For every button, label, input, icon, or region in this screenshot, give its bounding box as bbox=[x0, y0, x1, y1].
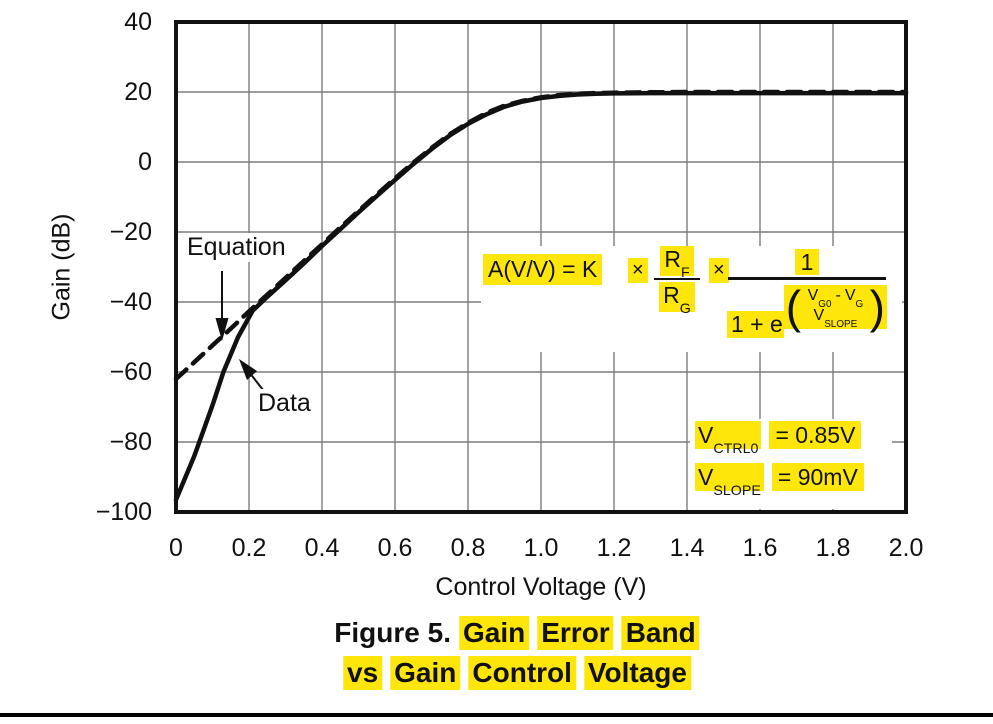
rg-term: RG bbox=[659, 282, 695, 316]
y-tick-label: −60 bbox=[109, 358, 152, 386]
x-tick-label: 2.0 bbox=[888, 534, 924, 562]
vg0-minus-vg: VG0- VG bbox=[807, 286, 864, 310]
x-tick-label: 1.0 bbox=[523, 534, 559, 562]
caption-line-1: Figure 5. Gain Error Band bbox=[334, 616, 700, 650]
y-tick-label: −80 bbox=[109, 428, 152, 456]
equation-lhs: A(V/V) = K bbox=[483, 254, 603, 285]
vslope-symbol: VSLOPE bbox=[695, 463, 764, 498]
caption-line-2: vs Gain Control Voltage bbox=[334, 656, 699, 690]
y-tick-label: 20 bbox=[124, 78, 152, 106]
one-plus-e: 1 + e bbox=[727, 310, 784, 338]
vslope-value: = 90mV bbox=[771, 463, 864, 491]
caption-word: Control bbox=[468, 656, 576, 690]
vslope-term: VSLOPE bbox=[813, 306, 858, 330]
vslope-condition: VSLOPE= 90mV bbox=[695, 463, 864, 498]
conditions-box: VCTRL0= 0.85V VSLOPE= 90mV bbox=[690, 419, 892, 509]
open-paren: ( bbox=[785, 280, 802, 333]
sigmoid-fraction: 1 1 + e ( VG0- VG VSLOPE ) bbox=[727, 249, 887, 338]
data-curve-label: Data bbox=[254, 389, 315, 418]
plot-frame bbox=[174, 20, 908, 514]
rf-rg-fraction: RF RG bbox=[651, 246, 703, 316]
x-tick-label: 0.2 bbox=[231, 534, 267, 562]
x-tick-label: 0.6 bbox=[377, 534, 413, 562]
equation-curve bbox=[173, 89, 909, 382]
rf-term: RF bbox=[660, 246, 694, 280]
caption-word: Gain bbox=[390, 656, 461, 690]
figure-caption: Figure 5. Gain Error Band vs Gain Contro… bbox=[334, 616, 700, 696]
vctrl0-symbol: VCTRL0 bbox=[695, 421, 762, 456]
x-tick-label: 0.8 bbox=[450, 534, 486, 562]
gain-equation: A(V/V) = K × RF RG × 1 1 + e ( VG0- VG VS… bbox=[481, 246, 902, 352]
fraction-bar bbox=[654, 277, 700, 281]
caption-word: Band bbox=[621, 616, 700, 650]
multiply-sign: × bbox=[628, 258, 648, 283]
equation-arrow-head bbox=[215, 318, 229, 341]
vctrl0-value: = 0.85V bbox=[769, 421, 862, 449]
page-divider-rule bbox=[0, 713, 993, 717]
caption-word: Error bbox=[537, 616, 614, 650]
y-tick-label: −100 bbox=[95, 498, 152, 526]
exponent-group: ( VG0- VG VSLOPE ) bbox=[783, 280, 887, 333]
close-paren: ) bbox=[869, 280, 885, 333]
caption-word: vs bbox=[343, 656, 383, 690]
x-tick-label: 1.8 bbox=[815, 534, 851, 562]
data-arrow-head bbox=[239, 359, 257, 380]
y-tick-label: −40 bbox=[109, 288, 152, 316]
x-tick-label: 0.4 bbox=[304, 534, 340, 562]
y-tick-label: 40 bbox=[124, 8, 152, 36]
x-axis-title: Control Voltage (V) bbox=[435, 573, 647, 601]
caption-prefix: Figure 5. bbox=[334, 617, 451, 648]
x-tick-label: 1.2 bbox=[596, 534, 632, 562]
vctrl0-condition: VCTRL0= 0.85V bbox=[695, 421, 862, 456]
x-tick-label: 0 bbox=[169, 534, 183, 562]
numerator-one: 1 bbox=[794, 249, 820, 275]
x-tick-label: 1.6 bbox=[742, 534, 778, 562]
x-tick-label: 1.4 bbox=[669, 534, 705, 562]
y-tick-label: −20 bbox=[109, 218, 152, 246]
multiply-sign: × bbox=[709, 258, 729, 283]
caption-word: Voltage bbox=[583, 656, 691, 690]
y-tick-label: 0 bbox=[138, 148, 152, 176]
fraction-bar bbox=[728, 277, 886, 280]
exponent-fraction: VG0- VG VSLOPE bbox=[803, 286, 868, 330]
sigmoid-denominator: 1 + e ( VG0- VG VSLOPE ) bbox=[727, 280, 887, 338]
equation-curve-label: Equation bbox=[183, 233, 290, 262]
caption-word: Gain bbox=[459, 616, 530, 650]
